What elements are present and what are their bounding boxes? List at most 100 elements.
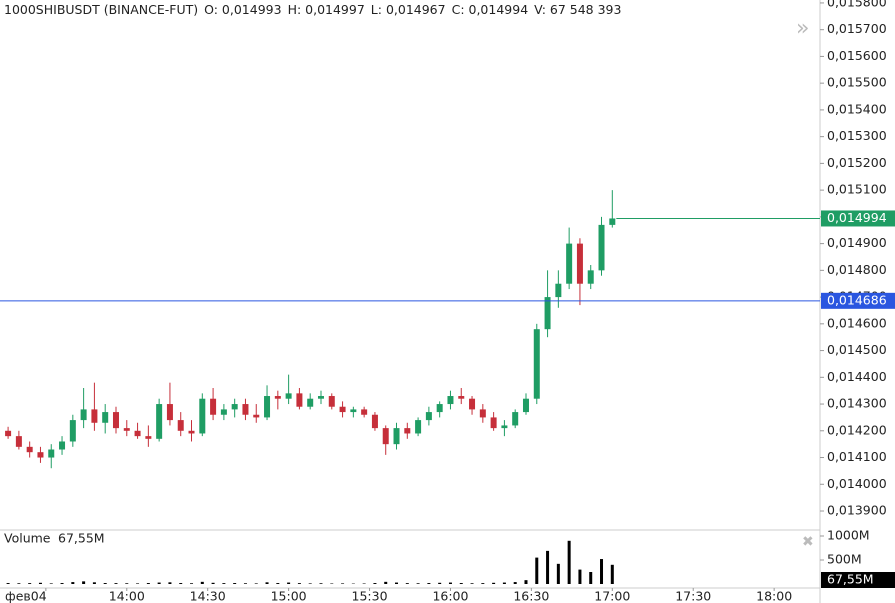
candle-body xyxy=(512,412,519,426)
candle-body xyxy=(469,398,476,410)
candle-body xyxy=(166,404,173,421)
y-tick-label: 0,013900 xyxy=(827,503,887,518)
candle-body xyxy=(102,412,109,423)
volume-bar xyxy=(60,583,64,584)
candle-body xyxy=(48,449,55,458)
candle-body xyxy=(134,430,141,437)
x-tick-label: 16:30 xyxy=(513,589,549,603)
volume-bar xyxy=(6,583,10,584)
candle-body xyxy=(501,425,508,429)
candle-body xyxy=(156,404,163,439)
candle-body xyxy=(210,398,217,415)
candle-body xyxy=(479,409,486,418)
volume-bar xyxy=(200,581,204,584)
volume-bar xyxy=(297,583,301,584)
candle-body xyxy=(242,404,249,415)
x-tick-label: 15:30 xyxy=(352,589,388,603)
volume-axis-last: 67,55M xyxy=(827,572,874,587)
candle-body xyxy=(447,396,454,405)
scroll-icon[interactable]: » xyxy=(796,16,809,41)
candle-body xyxy=(37,452,44,458)
volume-bar xyxy=(427,583,431,584)
x-tick-label: 17:30 xyxy=(675,589,711,603)
y-tick-label: 0,015400 xyxy=(827,101,887,116)
volume-bar xyxy=(448,582,452,584)
x-tick-label: 14:30 xyxy=(190,589,226,603)
volume-bar xyxy=(535,557,539,584)
candle-body xyxy=(274,396,281,399)
volume-bar xyxy=(49,583,53,584)
candle-body xyxy=(587,270,594,284)
volume-bar xyxy=(492,582,496,584)
x-tick-label: 15:00 xyxy=(271,589,307,603)
candle-body xyxy=(522,398,529,413)
y-tick-label: 0,015300 xyxy=(827,128,887,143)
candle-body xyxy=(188,430,195,434)
price-label: 0,014994 xyxy=(827,210,887,225)
y-tick-label: 0,015200 xyxy=(827,155,887,170)
y-tick-label: 0,015600 xyxy=(827,48,887,63)
candle-body xyxy=(393,428,400,445)
header-item: 1000SHIBUSDT (BINANCE-FUT) xyxy=(4,2,198,17)
header-item: H: 0,014997 xyxy=(288,2,365,17)
volume-bar xyxy=(17,583,21,584)
candle-body xyxy=(382,428,389,445)
y-tick-label: 0,015500 xyxy=(827,75,887,90)
volume-bar xyxy=(589,572,593,584)
candle-body xyxy=(253,414,260,418)
volume-title: Volume xyxy=(4,531,51,546)
volume-bar xyxy=(103,583,107,584)
candle-body xyxy=(425,412,432,421)
candle-body xyxy=(69,420,76,442)
y-tick-label: 0,014100 xyxy=(827,449,887,464)
volume-bar xyxy=(211,582,215,584)
volume-bar xyxy=(243,583,247,584)
candle-body xyxy=(598,224,605,271)
y-tick-label: 0,014300 xyxy=(827,396,887,411)
volume-bar xyxy=(578,569,582,584)
y-tick-label: 0,014800 xyxy=(827,262,887,277)
volume-bar xyxy=(384,581,388,584)
volume-bar xyxy=(610,564,614,584)
volume-bar xyxy=(276,583,280,584)
price-label: 0,014686 xyxy=(827,292,887,307)
candle-body xyxy=(177,420,184,431)
volume-bar xyxy=(405,583,409,584)
volume-bar xyxy=(373,583,377,584)
y-tick-label: 0,015700 xyxy=(827,21,887,36)
volume-bar xyxy=(459,583,463,584)
volume-bar xyxy=(308,583,312,584)
volume-bar xyxy=(395,582,399,584)
volume-bar xyxy=(71,582,75,584)
volume-bar xyxy=(438,582,442,584)
volume-bar xyxy=(524,580,528,584)
x-tick-label: фев04 xyxy=(5,589,47,603)
close-icon[interactable]: ✖ xyxy=(802,534,814,550)
y-tick-label: 0,014500 xyxy=(827,342,887,357)
volume-bar xyxy=(567,540,571,584)
volume-bar xyxy=(341,583,345,584)
volume-bar xyxy=(287,582,291,584)
candle-body xyxy=(371,414,378,429)
y-tick-label: 0,014600 xyxy=(827,315,887,330)
header-item: L: 0,014967 xyxy=(371,2,446,17)
volume-tick-label: 500M xyxy=(827,552,862,567)
candle-body xyxy=(15,436,22,447)
header: 1000SHIBUSDT (BINANCE-FUT) O: 0,014993 H: … xyxy=(4,2,621,17)
volume-bar xyxy=(38,582,42,584)
y-tick-label: 0,014900 xyxy=(827,235,887,250)
volume-bar xyxy=(190,583,194,584)
volume-bar xyxy=(319,583,323,584)
header-item: C: 0,014994 xyxy=(452,2,529,17)
price-label-bg xyxy=(821,210,895,227)
y-tick-label: 0,014200 xyxy=(827,422,887,437)
volume-bar xyxy=(556,563,560,584)
candle-body xyxy=(576,243,583,284)
candle-body xyxy=(317,396,324,399)
volume-bar xyxy=(28,583,32,584)
candle-body xyxy=(490,417,497,429)
candle-body xyxy=(264,396,271,418)
candle-body xyxy=(80,409,87,421)
y-tick-label: 0,015800 xyxy=(827,0,887,9)
price-label-bg xyxy=(821,292,895,309)
